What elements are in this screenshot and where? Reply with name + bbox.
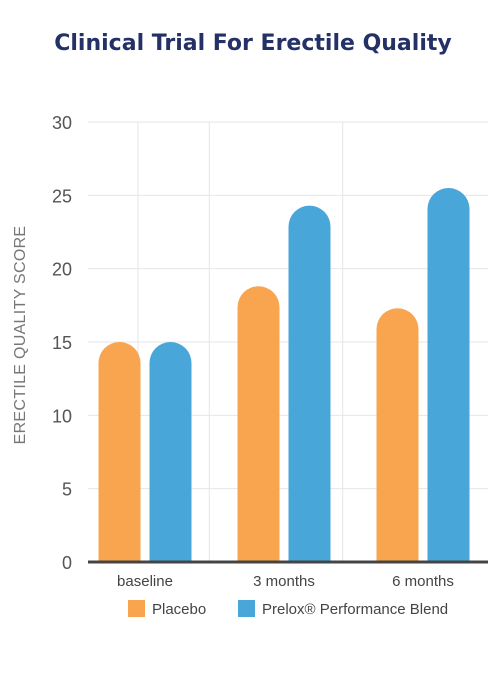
- y-tick-label: 15: [52, 333, 72, 353]
- y-tick-label: 10: [52, 406, 72, 426]
- y-axis-label: ERECTILE QUALITY SCORE: [12, 226, 29, 445]
- bar-prelox-3-months: [288, 205, 331, 562]
- bar-placebo-6-months: [376, 308, 419, 562]
- x-tick-label: 6 months: [392, 573, 454, 590]
- bar-prelox-6-months: [427, 188, 470, 562]
- y-tick-label: 20: [52, 260, 72, 280]
- y-axis-ticks: 0 5 10 15 20 25 30: [52, 113, 72, 573]
- chart-title: Clinical Trial For Erectile Quality: [54, 31, 451, 56]
- bar-placebo-3-months: [237, 286, 280, 562]
- y-tick-label: 30: [52, 113, 72, 133]
- x-tick-label: 3 months: [253, 573, 315, 590]
- bar-prelox-baseline: [149, 342, 192, 562]
- legend-label: Placebo: [152, 601, 206, 618]
- legend-swatch: [238, 600, 255, 617]
- bar-placebo-baseline: [98, 342, 141, 562]
- y-tick-label: 5: [62, 480, 72, 500]
- x-tick-label: baseline: [117, 573, 173, 590]
- y-tick-label: 0: [62, 553, 72, 573]
- bars: [98, 188, 470, 562]
- legend-label: Prelox® Performance Blend: [262, 601, 448, 618]
- legend: Placebo Prelox® Performance Blend: [128, 600, 448, 618]
- x-axis-ticks: baseline 3 months 6 months: [117, 573, 454, 590]
- legend-swatch: [128, 600, 145, 617]
- y-tick-label: 25: [52, 186, 72, 206]
